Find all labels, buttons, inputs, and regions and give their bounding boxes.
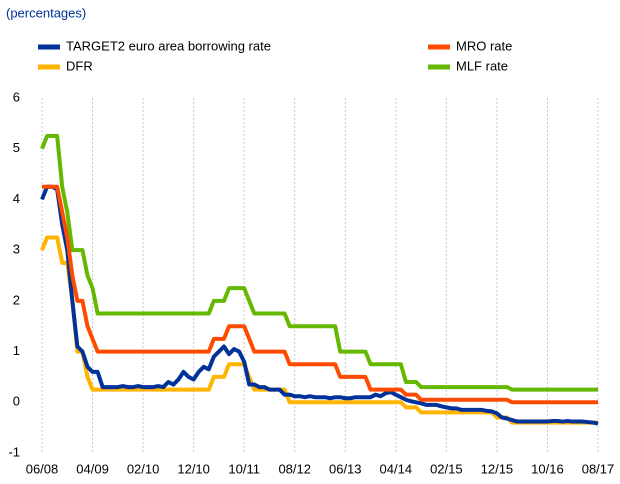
- legend-label: MRO rate: [456, 38, 512, 53]
- x-tick-label: 06/13: [329, 461, 362, 476]
- x-tick-label: 04/09: [76, 461, 109, 476]
- chart-subtitle: (percentages): [6, 5, 86, 20]
- series-line: [42, 184, 598, 405]
- x-tick-label: 06/08: [26, 461, 59, 476]
- x-tick-label: 10/11: [228, 461, 260, 476]
- x-tick-label: 12/15: [481, 461, 514, 476]
- legend-label: MLF rate: [456, 58, 508, 73]
- y-tick-label: -1: [8, 444, 20, 459]
- y-tick-label: 0: [13, 394, 20, 409]
- y-tick-label: 1: [13, 343, 20, 358]
- x-tick-label: 10/16: [531, 461, 564, 476]
- y-tick-label: 4: [13, 191, 20, 206]
- series-line: [40, 184, 599, 426]
- x-tick-label: 08/12: [278, 461, 311, 476]
- y-tick-label: 5: [13, 140, 20, 155]
- y-tick-label: 2: [13, 292, 20, 307]
- x-tick-label: 04/14: [380, 461, 413, 476]
- y-tick-label: 6: [13, 89, 20, 104]
- x-tick-label: 02/10: [127, 461, 160, 476]
- x-tick-label: 02/15: [430, 461, 463, 476]
- x-tick-label: 08/17: [582, 461, 615, 476]
- legend-label: DFR: [66, 58, 93, 73]
- legend-label: TARGET2 euro area borrowing rate: [66, 38, 271, 53]
- x-tick-label: 12/10: [177, 461, 210, 476]
- series-line: [40, 134, 598, 392]
- y-tick-label: 3: [13, 242, 20, 257]
- series-line: [40, 235, 598, 425]
